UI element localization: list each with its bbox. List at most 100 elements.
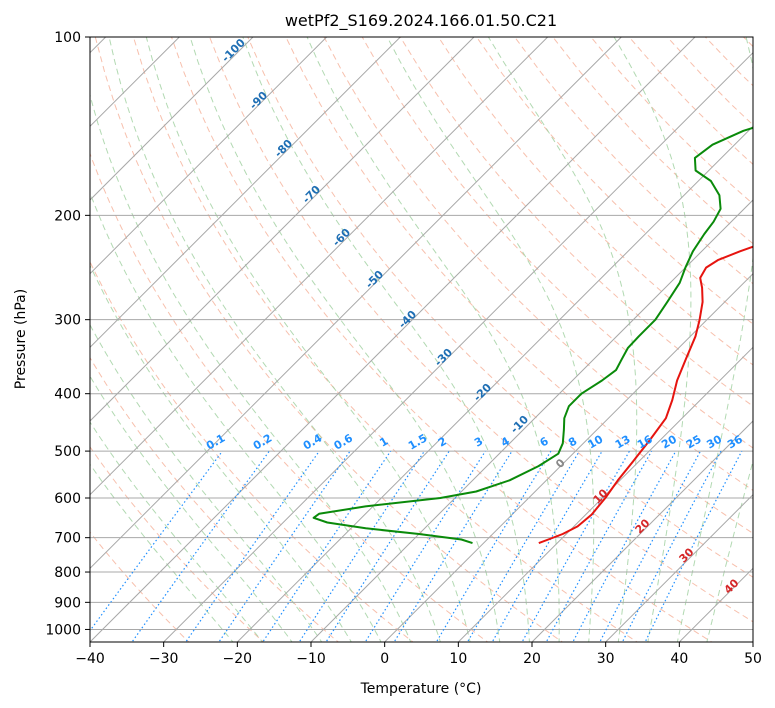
isotherm-line <box>90 37 254 201</box>
dry-adiabat-line <box>90 260 414 642</box>
moist-adiabat-line <box>306 37 560 642</box>
mixing-ratio-label: 0.4 <box>301 431 325 452</box>
dry-adiabat-line <box>437 37 753 366</box>
hygro-label: -70 <box>300 183 323 206</box>
dry-adiabat-line <box>743 37 753 48</box>
isotherm-line <box>310 199 753 642</box>
x-tick-label: −20 <box>223 651 253 667</box>
mixing-ratio-label: 6 <box>538 434 551 449</box>
hygro-label: -20 <box>471 381 494 404</box>
temperature-profile <box>538 245 753 545</box>
moist-adiabat-line <box>145 37 471 642</box>
mixing-ratio-label: 13 <box>613 433 633 452</box>
hygro-label: -50 <box>363 268 386 291</box>
y-tick-label: 900 <box>54 595 81 611</box>
mixing-ratio-label: 25 <box>684 433 704 452</box>
y-tick-label: 500 <box>54 444 81 460</box>
hygro-label: -30 <box>432 346 455 369</box>
isotherm-line <box>163 51 753 642</box>
mixing-ratio-label: 4 <box>499 434 512 449</box>
mixing-ratio-label: 1 <box>377 435 390 450</box>
hygro-label: -10 <box>508 413 531 436</box>
dry-adiabat-line <box>476 37 753 325</box>
moist-adiabat-line <box>90 264 352 642</box>
moist-adiabat-line <box>242 37 530 642</box>
y-axis-label: Pressure (hPa) <box>13 289 29 389</box>
dry-adiabat-line <box>247 37 753 578</box>
isotherm-line <box>90 37 549 496</box>
y-tick-label: 800 <box>54 565 81 581</box>
x-axis-label: Temperature (°C) <box>360 681 482 697</box>
pressure-gridlines <box>90 37 753 630</box>
dry-adiabat-line <box>323 37 753 491</box>
mixing-ratio-line <box>218 450 351 642</box>
mixing-ratio-line <box>521 450 631 642</box>
mixing-ratio-line <box>466 450 580 642</box>
dry-adiabat-line <box>552 37 753 245</box>
mixing-ratio-label: 8 <box>566 435 579 450</box>
mixing-ratio-label: 10 <box>586 432 606 451</box>
isotherm-line <box>457 346 753 642</box>
hygro-label: -40 <box>396 308 419 331</box>
x-tick-label: −40 <box>75 651 105 667</box>
y-tick-label: 300 <box>54 313 81 329</box>
dry-adiabats <box>90 37 753 642</box>
mixing-ratio-line <box>262 450 392 642</box>
mixing-ratio-line <box>364 450 486 642</box>
x-tick-label: 40 <box>670 651 688 667</box>
y-tick-label: 1000 <box>45 622 81 638</box>
profiles <box>312 126 753 545</box>
mixing-ratio-label: 36 <box>725 432 745 451</box>
line-labels: 0.1 0.2 0.4 0.6 1 1.5 2 3 4 6 8 10 13 16 20 25 30 36-100-… <box>204 36 745 597</box>
x-tick-label: 20 <box>523 651 541 667</box>
y-tick-label: 100 <box>54 30 81 46</box>
isotherm-line <box>90 37 475 422</box>
temperature-label: 20 <box>633 516 653 536</box>
mixing-ratio-lines <box>90 450 743 642</box>
chart-title: wetPf2_S169.2024.166.01.50.C21 <box>285 11 557 31</box>
isotherm-line <box>752 641 753 642</box>
hygro-label: -80 <box>272 137 295 160</box>
mixing-ratio-line <box>298 450 425 642</box>
mixing-ratio-label: 1.5 <box>406 432 429 453</box>
y-tick-label: 200 <box>54 208 81 224</box>
mixing-ratio-label: 2 <box>436 435 449 450</box>
mixing-ratio-line <box>491 450 603 642</box>
dry-adiabat-line <box>132 37 638 642</box>
temperature-label: 0 <box>553 456 568 471</box>
isotherm-line <box>90 37 622 570</box>
moist-adiabat-line <box>90 463 234 642</box>
isotherm-line <box>90 37 696 642</box>
isotherms <box>90 37 753 642</box>
x-tick-label: 50 <box>744 651 762 667</box>
hygro-label: -100 <box>219 36 248 65</box>
y-axis-ticks: 100 200 300 400 500 600 700 800 900 1000 <box>45 30 90 638</box>
mixing-ratio-line <box>572 450 677 642</box>
isotherm-line <box>384 272 753 642</box>
x-tick-label: 10 <box>449 651 467 667</box>
mixing-ratio-line <box>185 450 320 642</box>
dewpoint-profile <box>312 126 753 545</box>
mixing-ratio-label: 20 <box>659 432 679 451</box>
isotherm-line <box>90 37 401 349</box>
isotherm-line <box>605 493 753 642</box>
dry-adiabat-line <box>399 37 753 407</box>
dry-adiabat-line <box>90 152 489 642</box>
temperature-label: 30 <box>677 545 697 565</box>
plot-area: 0.1 0.2 0.4 0.6 1 1.5 2 3 4 6 8 10 13 16 20 25 30 36-100-… <box>90 36 753 642</box>
mixing-ratio-line <box>435 450 552 642</box>
x-tick-label: 0 <box>380 651 389 667</box>
mixing-ratio-line <box>325 450 450 642</box>
plot-frame <box>89 36 754 643</box>
dry-adiabat-line <box>361 37 753 449</box>
x-tick-label: −10 <box>296 651 326 667</box>
dry-adiabat-line <box>90 446 265 642</box>
mixing-ratio-line <box>621 450 722 642</box>
y-tick-label: 600 <box>54 491 81 507</box>
isotherm-line <box>90 37 328 275</box>
dry-adiabat-line <box>285 37 753 535</box>
moist-adiabats <box>90 37 753 642</box>
mixing-ratio-label: 3 <box>472 435 485 450</box>
mixing-ratio-line <box>644 450 743 642</box>
dry-adiabat-line <box>514 37 753 285</box>
